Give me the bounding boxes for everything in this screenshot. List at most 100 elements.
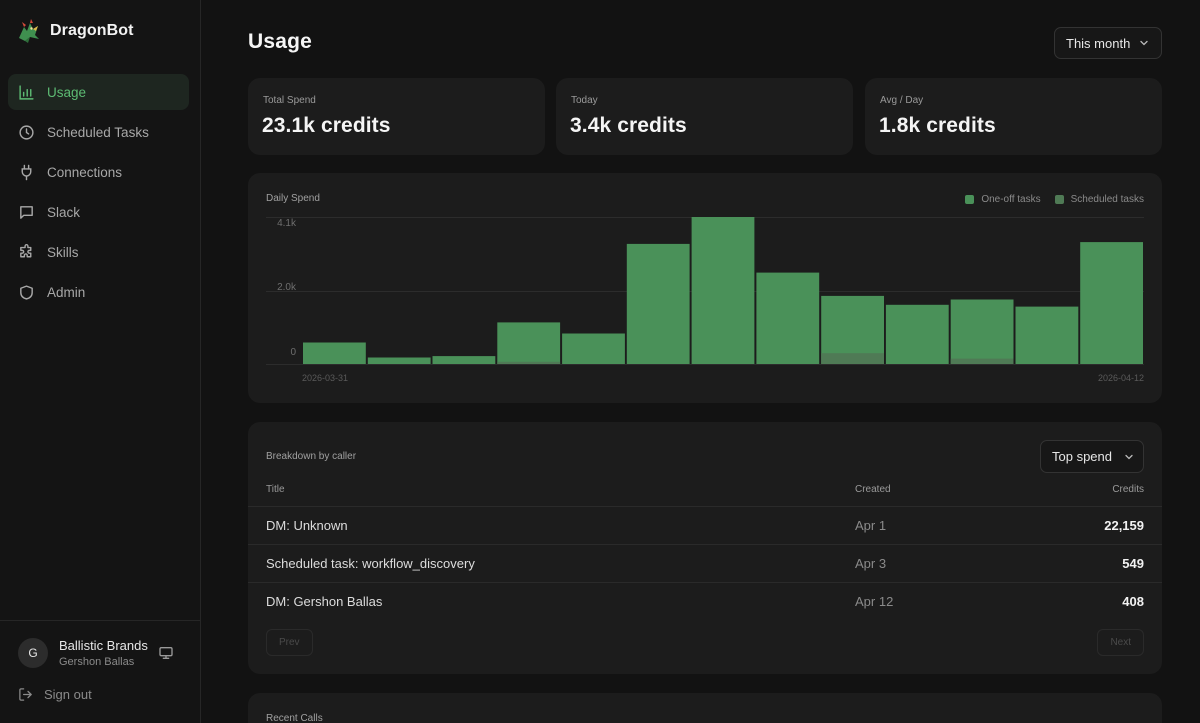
row-title: Scheduled task: workflow_discovery <box>266 556 475 571</box>
page-title: Usage <box>248 30 313 53</box>
breakdown-table: DM: Unknown Apr 1 22,159 Scheduled task:… <box>248 506 1162 620</box>
sidebar-footer: G Ballistic Brands Gershon Ballas Sign o… <box>0 620 200 723</box>
bar-one-off[interactable] <box>367 357 431 365</box>
sidebar-item-label: Scheduled Tasks <box>47 124 149 140</box>
sidebar-item-scheduled-tasks[interactable]: Scheduled Tasks <box>8 114 189 150</box>
bar-one-off[interactable] <box>303 342 366 365</box>
x-tick-label: 2026-03-31 <box>302 373 348 383</box>
clock-icon <box>19 124 34 140</box>
puzzle-icon <box>20 243 32 257</box>
row-created: Apr 3 <box>855 556 887 571</box>
legend-item-one-off[interactable]: One-off tasks <box>965 194 1041 205</box>
bar-scheduled[interactable] <box>821 353 884 364</box>
y-tick-label: 0 <box>290 347 296 358</box>
shield-icon <box>20 284 33 300</box>
legend-label: Scheduled tasks <box>1070 194 1144 205</box>
table-row[interactable]: DM: Gershon Ballas Apr 12 408 <box>248 582 1162 620</box>
breakdown-title: Breakdown by caller <box>266 451 357 462</box>
column-header-credits[interactable]: Credits <box>1112 484 1144 495</box>
period-select-value: This month <box>1066 35 1131 51</box>
bar-one-off[interactable] <box>756 272 820 364</box>
avatar: G <box>18 638 48 668</box>
sidebar-item-label: Slack <box>47 204 81 220</box>
sidebar-item-label: Skills <box>47 244 79 260</box>
row-credits: 408 <box>1122 594 1144 609</box>
recent-calls-card: Recent Calls <box>248 693 1162 723</box>
next-page-button[interactable]: Next <box>1097 629 1144 656</box>
sidebar-item-admin[interactable]: Admin <box>8 274 189 310</box>
stat-card-today: Today 3.4k credits <box>556 78 853 155</box>
legend-swatch <box>1054 195 1064 204</box>
stat-card-avg-day: Avg / Day 1.8k credits <box>865 78 1162 155</box>
bar-one-off[interactable] <box>432 356 496 364</box>
stat-value: 23.1k credits <box>262 114 391 137</box>
bar-one-off[interactable] <box>950 299 1014 365</box>
org-name: Ballistic Brands <box>59 638 148 653</box>
brand[interactable]: DragonBot <box>16 18 134 44</box>
sort-select[interactable]: Top spend <box>1040 440 1144 473</box>
dragon-logo-icon <box>19 19 39 43</box>
sidebar-nav: Usage Scheduled Tasks Connections Slack … <box>8 74 189 314</box>
stat-card-total-spend: Total Spend 23.1k credits <box>248 78 545 155</box>
legend-swatch <box>965 195 975 204</box>
row-created: Apr 1 <box>855 518 887 533</box>
bar-one-off[interactable] <box>1015 306 1079 364</box>
prev-page-button[interactable]: Prev <box>266 629 313 656</box>
bar-one-off[interactable] <box>691 217 755 364</box>
row-credits: 549 <box>1122 556 1144 571</box>
app-name: DragonBot <box>50 22 134 39</box>
sort-select-value: Top spend <box>1052 449 1112 464</box>
bar-one-off[interactable] <box>1080 242 1143 364</box>
period-select[interactable]: This month <box>1054 27 1162 59</box>
sidebar-item-skills[interactable]: Skills <box>8 234 189 270</box>
user-name: Gershon Ballas <box>59 656 135 668</box>
sidebar-item-label: Connections <box>47 164 123 180</box>
legend-label: One-off tasks <box>981 194 1041 205</box>
stat-value: 1.8k credits <box>879 114 996 137</box>
bar-one-off[interactable] <box>885 304 949 364</box>
message-square-icon <box>20 205 33 219</box>
bar-scheduled[interactable] <box>497 361 561 364</box>
sidebar-item-label: Usage <box>47 84 87 100</box>
chart-title: Daily Spend <box>266 193 320 204</box>
bar-one-off[interactable] <box>821 295 884 364</box>
bar-chart-icon <box>19 84 34 100</box>
bar-one-off[interactable] <box>626 243 690 364</box>
monitor-icon[interactable] <box>158 645 174 661</box>
row-title: DM: Unknown <box>266 518 348 533</box>
column-header-created[interactable]: Created <box>855 484 891 495</box>
sidebar-item-label: Admin <box>47 284 86 300</box>
stat-label: Today <box>571 95 598 106</box>
row-created: Apr 12 <box>855 594 894 609</box>
log-out-icon <box>19 688 32 701</box>
table-row[interactable]: DM: Unknown Apr 1 22,159 <box>248 506 1162 544</box>
row-credits: 22,159 <box>1104 518 1144 533</box>
plug-icon <box>21 164 32 180</box>
chart-legend: One-off tasks Scheduled tasks <box>965 194 1144 205</box>
sidebar: DragonBot Usage Scheduled Tasks Connecti… <box>0 0 201 723</box>
recent-calls-title: Recent Calls <box>266 713 323 723</box>
y-tick-label: 4.1k <box>277 218 297 229</box>
chevron-down-icon <box>1125 454 1133 459</box>
daily-spend-chart: 4.1k 2.0k 0 2026-03-31 2026-04-12 <box>266 217 1144 383</box>
sidebar-item-connections[interactable]: Connections <box>8 154 189 190</box>
stat-label: Avg / Day <box>880 95 924 106</box>
x-tick-label: 2026-04-12 <box>1098 373 1144 383</box>
sidebar-item-slack[interactable]: Slack <box>8 194 189 230</box>
stat-value: 3.4k credits <box>570 114 687 137</box>
legend-item-scheduled[interactable]: Scheduled tasks <box>1054 194 1144 205</box>
y-tick-label: 2.0k <box>277 282 297 293</box>
bar-one-off[interactable] <box>562 333 625 365</box>
stat-label: Total Spend <box>263 95 316 106</box>
table-row[interactable]: Scheduled task: workflow_discovery Apr 3… <box>248 544 1162 582</box>
column-header-title[interactable]: Title <box>266 484 285 495</box>
bar-one-off[interactable] <box>497 322 561 364</box>
bar-scheduled[interactable] <box>950 358 1014 364</box>
account-switcher[interactable]: G Ballistic Brands Gershon Ballas <box>18 638 148 668</box>
daily-spend-card: 4.1k 2.0k 0 2026-03-31 2026-04-12 Daily Spen… <box>248 173 1162 403</box>
sign-out-label: Sign out <box>44 687 92 702</box>
breakdown-card: Breakdown by caller Top spend Title Crea… <box>248 422 1162 674</box>
sidebar-item-usage[interactable]: Usage <box>8 74 189 110</box>
chevron-down-icon <box>1140 40 1148 46</box>
sign-out-button[interactable]: Sign out <box>18 687 92 702</box>
